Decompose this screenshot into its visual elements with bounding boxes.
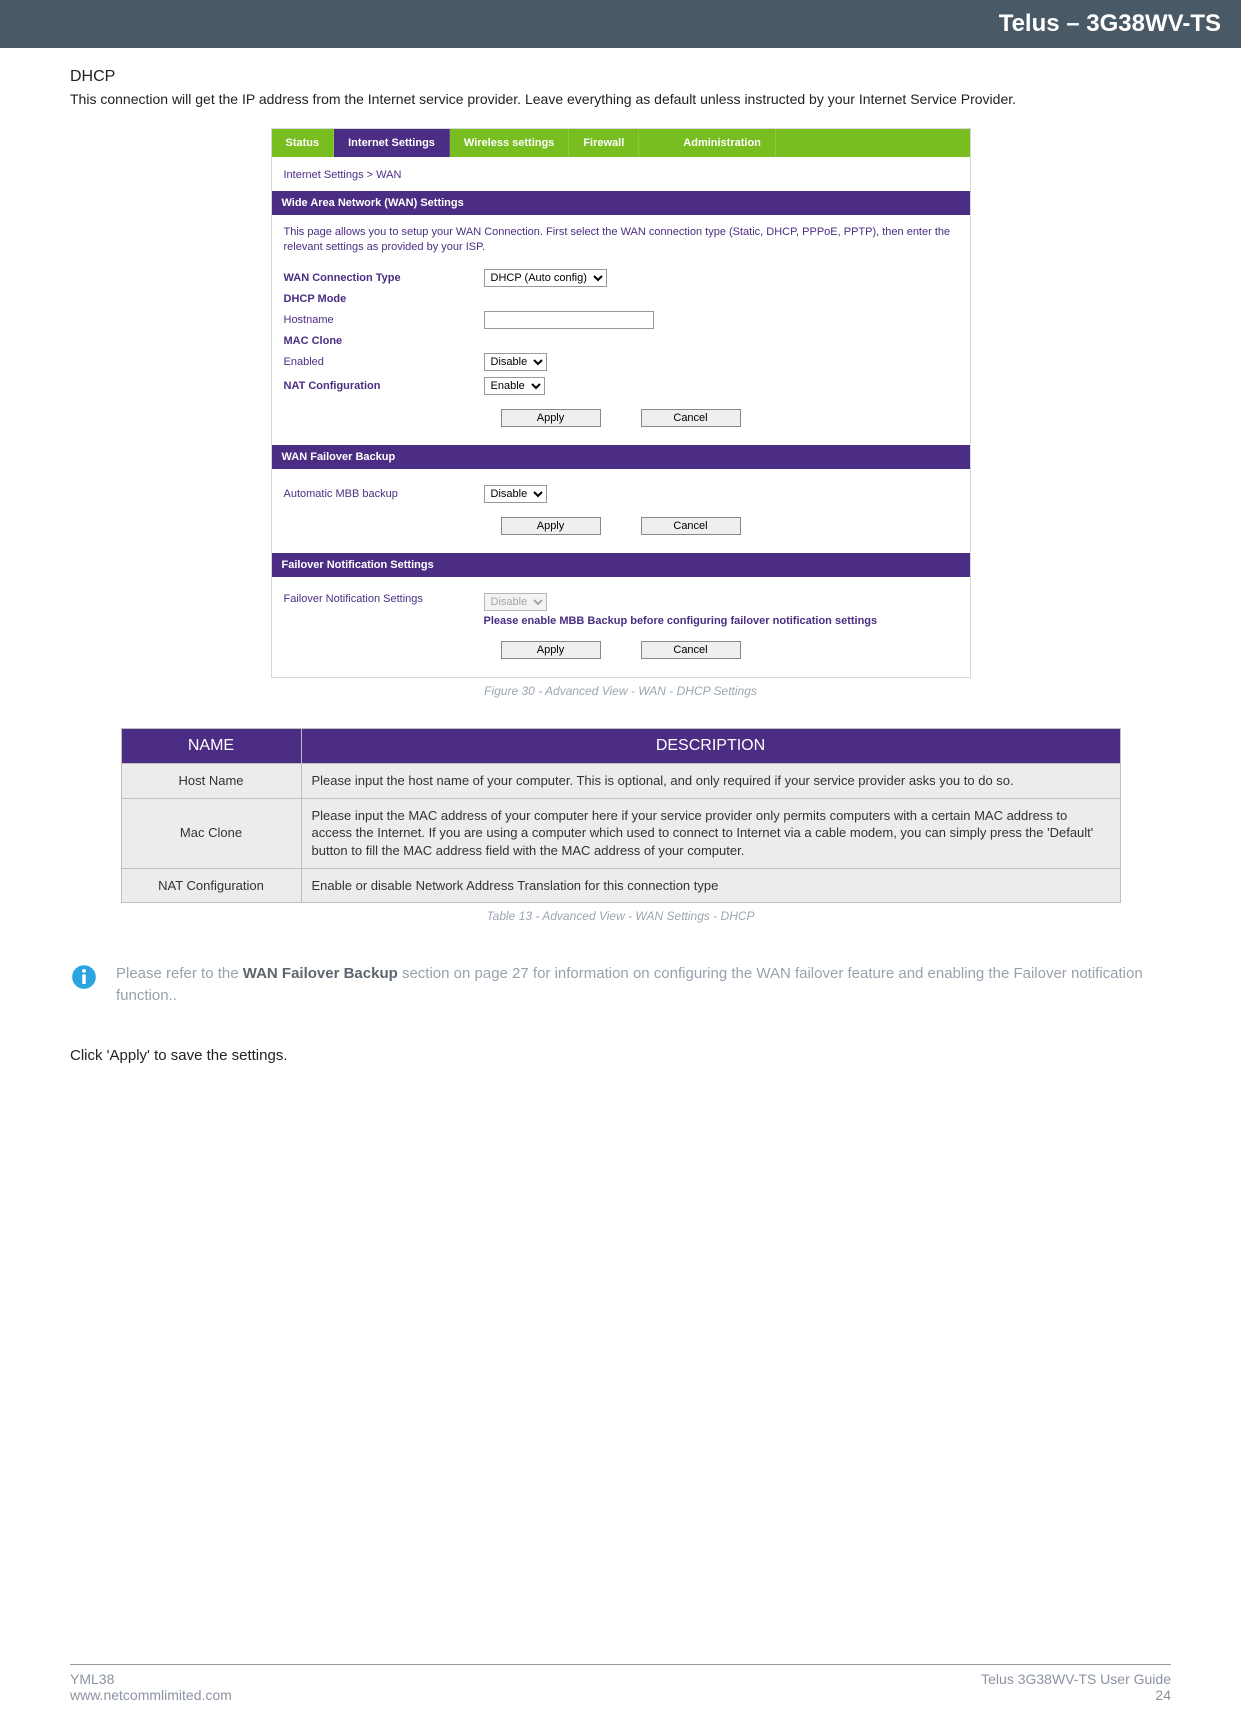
page-footer: YML38 www.netcommlimited.com Telus 3G38W…: [70, 1664, 1171, 1733]
info-note: Please refer to the WAN Failover Backup …: [70, 963, 1171, 1007]
breadcrumb: Internet Settings > WAN: [272, 157, 970, 191]
page-header: Telus – 3G38WV-TS: [0, 0, 1241, 48]
notif-body: Failover Notification Settings Disable P…: [272, 577, 970, 677]
tab-administration[interactable]: Administration: [669, 129, 776, 157]
row-dhcp-mode: DHCP Mode: [284, 293, 958, 305]
table-header-name: NAME: [121, 729, 301, 764]
apply-button-3[interactable]: Apply: [501, 641, 601, 659]
footer-guide-title: Telus 3G38WV-TS User Guide: [981, 1671, 1171, 1687]
select-nat[interactable]: Enable: [484, 377, 545, 395]
apply-button[interactable]: Apply: [501, 409, 601, 427]
notif-warning: Please enable MBB Backup before configur…: [484, 615, 878, 627]
tab-status[interactable]: Status: [272, 129, 335, 157]
apply-note: Click 'Apply' to save the settings.: [70, 1047, 1171, 1064]
footer-url: www.netcommlimited.com: [70, 1687, 232, 1703]
label-conn-type: WAN Connection Type: [284, 272, 484, 284]
select-auto-mbb[interactable]: Disable: [484, 485, 547, 503]
footer-right: Telus 3G38WV-TS User Guide 24: [981, 1671, 1171, 1703]
table-row: NAT Configuration Enable or disable Netw…: [121, 868, 1120, 903]
row-nat: NAT Configuration Enable: [284, 377, 958, 395]
footer-page-number: 24: [981, 1687, 1171, 1703]
router-tabs: Status Internet Settings Wireless settin…: [272, 129, 970, 157]
row-mac-enabled: Enabled Disable: [284, 353, 958, 371]
router-panel: Status Internet Settings Wireless settin…: [271, 128, 971, 679]
input-hostname[interactable]: [484, 311, 654, 329]
cell-name: Mac Clone: [121, 798, 301, 868]
info-bold: WAN Failover Backup: [243, 965, 398, 982]
tab-wireless-settings[interactable]: Wireless settings: [450, 129, 569, 157]
wan-settings-body: This page allows you to setup your WAN C…: [272, 215, 970, 446]
row-hostname: Hostname: [284, 311, 958, 329]
label-nat: NAT Configuration: [284, 380, 484, 392]
footer-doc-code: YML38: [70, 1671, 232, 1687]
table-header-desc: DESCRIPTION: [301, 729, 1120, 764]
failover-body: Automatic MBB backup Disable Apply Cance…: [272, 469, 970, 553]
page-content: DHCP This connection will get the IP add…: [0, 48, 1241, 1064]
cell-desc: Please input the MAC address of your com…: [301, 798, 1120, 868]
table-caption: Table 13 - Advanced View - WAN Settings …: [70, 909, 1171, 923]
notif-control-wrap: Disable Please enable MBB Backup before …: [484, 593, 878, 627]
figure-caption: Figure 30 - Advanced View - WAN - DHCP S…: [70, 684, 1171, 698]
wan-settings-title: Wide Area Network (WAN) Settings: [272, 191, 970, 215]
select-notif: Disable: [484, 593, 547, 611]
notif-button-row: Apply Cancel: [284, 633, 958, 667]
failover-title: WAN Failover Backup: [272, 445, 970, 469]
row-notif: Failover Notification Settings Disable P…: [284, 593, 958, 627]
cancel-button[interactable]: Cancel: [641, 409, 741, 427]
tab-internet-settings[interactable]: Internet Settings: [334, 129, 450, 157]
section-description: This connection will get the IP address …: [70, 90, 1171, 110]
cancel-button-2[interactable]: Cancel: [641, 517, 741, 535]
wan-button-row: Apply Cancel: [284, 401, 958, 435]
header-title: Telus – 3G38WV-TS: [999, 10, 1221, 37]
cell-desc: Enable or disable Network Address Transl…: [301, 868, 1120, 903]
table-row: Host Name Please input the host name of …: [121, 764, 1120, 799]
cell-name: NAT Configuration: [121, 868, 301, 903]
tab-spacer: [639, 129, 669, 157]
table-row: Mac Clone Please input the MAC address o…: [121, 798, 1120, 868]
row-mac-clone: MAC Clone: [284, 335, 958, 347]
label-hostname: Hostname: [284, 314, 484, 326]
tab-firewall[interactable]: Firewall: [569, 129, 639, 157]
section-heading: DHCP: [70, 68, 1171, 86]
label-notif: Failover Notification Settings: [284, 593, 484, 605]
label-dhcp-mode: DHCP Mode: [284, 293, 484, 305]
failover-button-row: Apply Cancel: [284, 509, 958, 543]
label-mac-clone: MAC Clone: [284, 335, 484, 347]
wan-intro-text: This page allows you to setup your WAN C…: [284, 225, 958, 256]
select-conn-type[interactable]: DHCP (Auto config): [484, 269, 607, 287]
label-auto-mbb: Automatic MBB backup: [284, 488, 484, 500]
info-pre: Please refer to the: [116, 965, 243, 982]
select-mac-enabled[interactable]: Disable: [484, 353, 547, 371]
notif-title: Failover Notification Settings: [272, 553, 970, 577]
info-text: Please refer to the WAN Failover Backup …: [116, 963, 1171, 1007]
label-mac-enabled: Enabled: [284, 356, 484, 368]
cancel-button-3[interactable]: Cancel: [641, 641, 741, 659]
footer-left: YML38 www.netcommlimited.com: [70, 1671, 232, 1703]
row-conn-type: WAN Connection Type DHCP (Auto config): [284, 269, 958, 287]
cell-name: Host Name: [121, 764, 301, 799]
row-auto-mbb: Automatic MBB backup Disable: [284, 485, 958, 503]
cell-desc: Please input the host name of your compu…: [301, 764, 1120, 799]
info-icon: [70, 963, 98, 991]
description-table: NAME DESCRIPTION Host Name Please input …: [121, 728, 1121, 903]
apply-button-2[interactable]: Apply: [501, 517, 601, 535]
